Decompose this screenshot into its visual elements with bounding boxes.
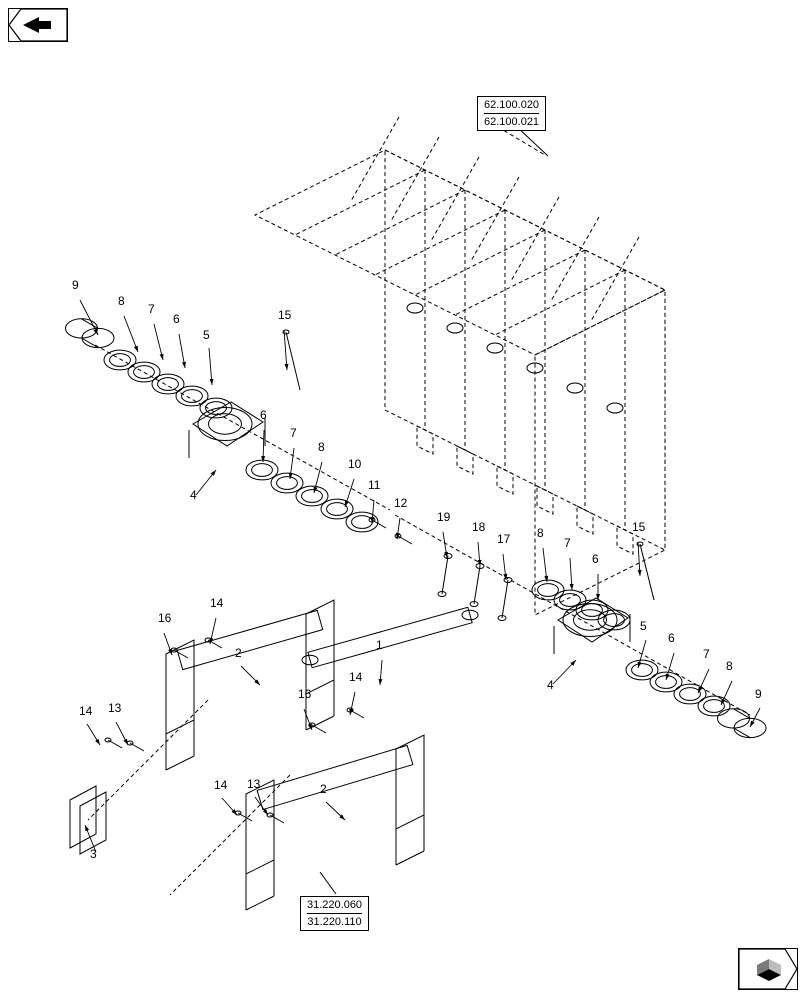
callout-8: 8 — [726, 659, 733, 673]
diagram-canvas: 62.100.020 62.100.021 31.220.060 31.220.… — [0, 0, 808, 1000]
callout-7: 7 — [564, 536, 571, 550]
callout-7: 7 — [290, 426, 297, 440]
ref-box-top-line-0: 62.100.020 — [484, 98, 539, 114]
callout-9: 9 — [72, 278, 79, 292]
callout-6: 6 — [668, 631, 675, 645]
callout-6: 6 — [173, 312, 180, 326]
callout-8: 8 — [537, 526, 544, 540]
callout-6: 6 — [260, 408, 267, 422]
callout-8: 8 — [318, 440, 325, 454]
callout-3: 3 — [90, 847, 97, 861]
callout-10: 10 — [348, 457, 361, 471]
ref-box-bottom: 31.220.060 31.220.110 — [300, 896, 369, 931]
callout-19: 19 — [437, 510, 450, 524]
callout-13: 13 — [108, 701, 121, 715]
callout-15: 15 — [278, 308, 291, 322]
callout-2: 2 — [235, 646, 242, 660]
ref-box-bottom-line-0: 31.220.060 — [307, 898, 362, 914]
callout-4: 4 — [547, 678, 554, 692]
callout-7: 7 — [703, 647, 710, 661]
callout-14: 14 — [349, 670, 362, 684]
callout-11: 11 — [368, 478, 380, 492]
callout-4: 4 — [190, 488, 197, 502]
callout-9: 9 — [755, 687, 762, 701]
callout-14: 14 — [79, 704, 92, 718]
ref-box-bottom-line-1: 31.220.110 — [307, 915, 362, 929]
callout-15: 15 — [632, 520, 645, 534]
ref-box-top: 62.100.020 62.100.021 — [477, 96, 546, 131]
callout-6: 6 — [592, 552, 599, 566]
callout-16: 16 — [298, 687, 311, 701]
callout-5: 5 — [203, 328, 210, 342]
callout-12: 12 — [394, 496, 407, 510]
callout-14: 14 — [210, 596, 223, 610]
ref-box-top-line-1: 62.100.021 — [484, 115, 539, 129]
callout-14: 14 — [214, 778, 227, 792]
callout-7: 7 — [148, 302, 155, 316]
callout-17: 17 — [497, 532, 510, 546]
callout-16: 16 — [158, 611, 171, 625]
callout-5: 5 — [640, 619, 647, 633]
callout-2: 2 — [320, 782, 327, 796]
callout-18: 18 — [472, 520, 485, 534]
callout-13: 13 — [247, 777, 260, 791]
callout-8: 8 — [118, 294, 125, 308]
callout-1: 1 — [376, 638, 383, 652]
